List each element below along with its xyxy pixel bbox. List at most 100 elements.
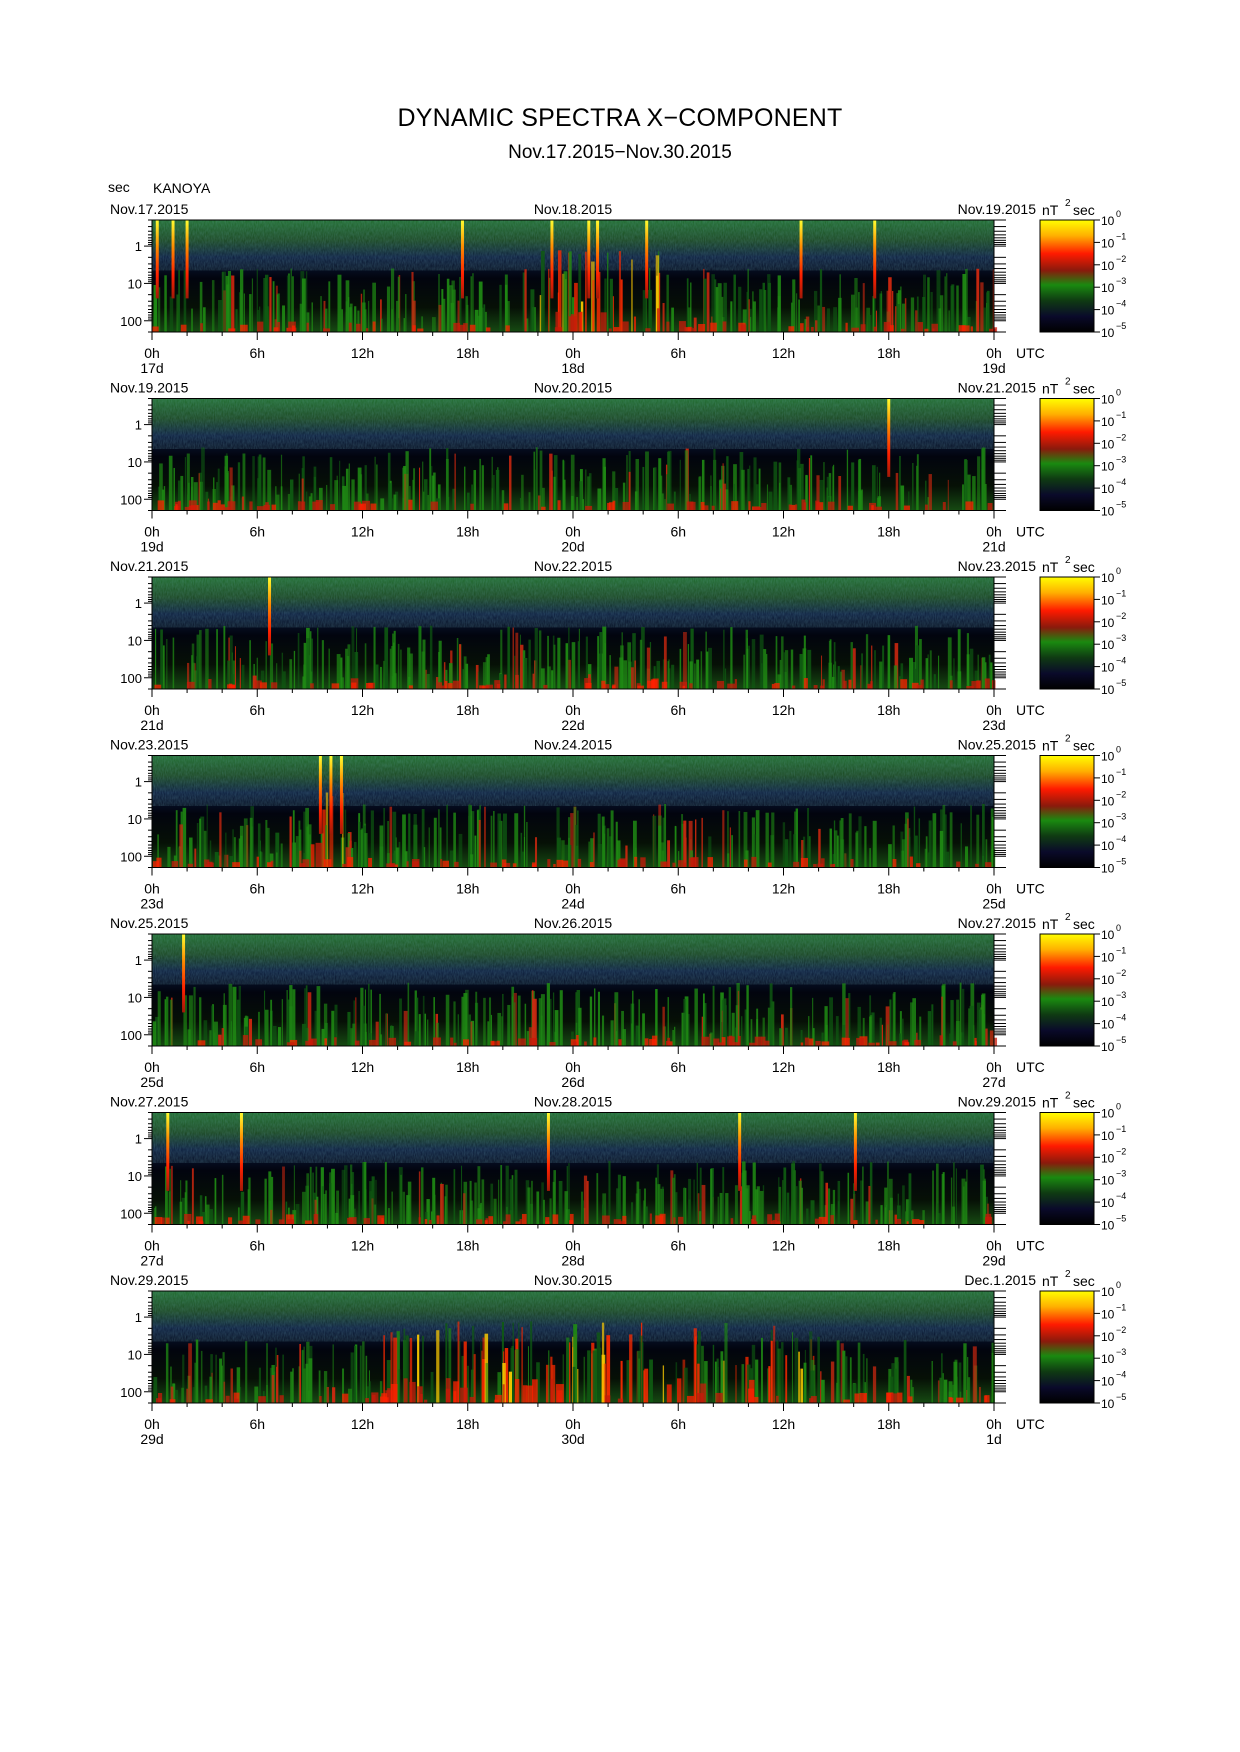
spectrum-burst (321, 640, 324, 689)
spectrum-burst (417, 1334, 420, 1403)
spectrum-burst (404, 851, 408, 868)
spectrum-burst (601, 816, 605, 868)
day-label-right: 29d (982, 1253, 1005, 1269)
spectrum-burst (791, 1332, 794, 1403)
spectrum-burst (568, 627, 570, 689)
spectrum-burst (615, 1031, 618, 1046)
spectrum-burst (200, 816, 205, 868)
spectrum-burst (967, 1377, 971, 1403)
spectrum-floor (637, 685, 644, 689)
spectrum-burst (482, 1337, 485, 1403)
spectrum-burst (837, 666, 840, 689)
spectrum-burst (422, 639, 426, 689)
spectrum-burst (755, 1359, 759, 1403)
spectrum-burst (953, 1361, 958, 1403)
x-tick-label: 6h (249, 1416, 265, 1432)
spectrum-burst (578, 1027, 581, 1046)
spectrum-floor (645, 328, 651, 332)
spectrum-burst (342, 485, 347, 511)
spectrum-burst (422, 491, 425, 511)
spectrum-burst (402, 1191, 406, 1225)
spectrum-burst (939, 1377, 942, 1403)
spectrum-floor (454, 861, 459, 868)
spectrum-floor (970, 326, 973, 332)
spectrum-burst (820, 1371, 822, 1403)
spectrum-burst (243, 818, 248, 868)
spectrum-burst (531, 990, 534, 1046)
spectrum-burst (545, 1364, 550, 1403)
spectrum-burst (796, 448, 801, 511)
spectrum-floor (716, 680, 725, 689)
spectrum-burst (739, 1186, 743, 1225)
spectrum-burst (833, 307, 838, 332)
x-tick-label: 0h (986, 345, 1002, 361)
spectrum-burst (520, 644, 524, 689)
spectrum-burst (303, 1346, 305, 1403)
spectrum-burst (470, 1021, 473, 1046)
spectrum-burst (249, 817, 253, 868)
spectrum-burst (594, 988, 596, 1046)
spectrum-burst (684, 450, 689, 511)
spectrum-burst (717, 283, 722, 332)
spectrum-floor (920, 679, 924, 689)
spectrum-burst (805, 316, 810, 332)
spectrum-floor (985, 862, 992, 868)
spectrum-burst (712, 1344, 715, 1403)
spectrum-burst (703, 1003, 707, 1046)
spectrum-burst (199, 818, 202, 868)
colorbar-gradient (1039, 576, 1095, 690)
spectrum-burst (274, 319, 279, 332)
spectrum-burst (393, 673, 397, 689)
spectrum-burst (730, 301, 733, 332)
spectrum-burst (919, 639, 922, 689)
spectrum-burst (421, 316, 424, 332)
spectrum-burst (205, 628, 209, 689)
spectrum-burst (895, 306, 898, 332)
spectrum-burst (491, 456, 493, 511)
spectrum-floor (363, 1218, 370, 1225)
colorbar-tick-exp: −4 (1116, 656, 1126, 666)
spectrum-burst (948, 1381, 953, 1403)
spectrum-floor (440, 859, 443, 868)
spectrum-floor (233, 1398, 239, 1403)
spectrum-floor (875, 1219, 878, 1225)
spectrum-burst (268, 1171, 272, 1225)
spectrum-burst (909, 657, 914, 689)
spectrum-burst (209, 1209, 213, 1225)
spectrum-burst (393, 494, 397, 511)
spectrum-burst (474, 835, 477, 868)
spectrum-burst (301, 1023, 306, 1046)
spectrum-burst (191, 643, 195, 689)
spectrum-floor (633, 316, 637, 332)
spectrum-floor (362, 500, 371, 511)
spectrum-floor (593, 1037, 597, 1046)
spectrum-floor (984, 678, 990, 689)
spectrum-burst (372, 282, 376, 332)
spectrum-burst (803, 635, 806, 689)
x-tick-label: 0h (986, 524, 1002, 540)
y-unit-label: sec (108, 179, 130, 195)
spectrum-floor (217, 500, 221, 511)
spectrum-floor (436, 1215, 440, 1225)
spectrum-floor (640, 857, 646, 868)
spectrum-burst (803, 1362, 807, 1403)
spectrum-burst (597, 813, 601, 868)
spectrum-floor (196, 1216, 203, 1225)
spectrum-burst (457, 1321, 460, 1403)
spectrum-burst (190, 476, 194, 511)
spectrum-floor (160, 1217, 165, 1225)
spectrum-floor (911, 682, 919, 689)
spectrum-floor (985, 1395, 990, 1403)
spectrum-burst (752, 291, 754, 332)
spectrum-burst (733, 274, 736, 332)
spectrum-burst (717, 1196, 719, 1225)
day-label-left: 23d (140, 896, 163, 912)
spectrum-burst (763, 649, 767, 689)
spectrum-floor (682, 685, 686, 689)
spectrum-burst (438, 304, 443, 332)
spectrum-floor (258, 1396, 266, 1403)
spectrum-burst (373, 1204, 377, 1225)
spectrum-floor (651, 1035, 658, 1046)
spectrum-floor (312, 501, 320, 511)
